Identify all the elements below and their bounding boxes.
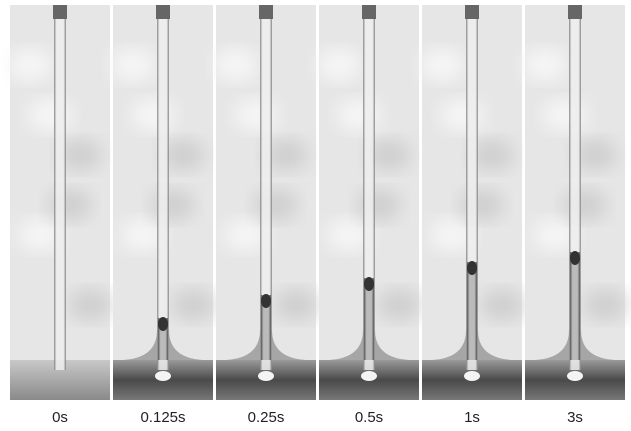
liquid-column bbox=[570, 252, 580, 360]
frame bbox=[8, 5, 112, 400]
liquid-front bbox=[364, 277, 374, 291]
time-label: 0s bbox=[52, 409, 68, 426]
pool-highlight bbox=[361, 371, 377, 381]
background-blotch bbox=[121, 219, 165, 251]
background-blotch bbox=[224, 219, 268, 251]
capillary-tube bbox=[260, 5, 272, 370]
background-blotch bbox=[430, 219, 474, 251]
background-blotch bbox=[161, 139, 205, 171]
pool-highlight bbox=[258, 371, 274, 381]
time-label: 3s bbox=[567, 409, 583, 426]
background-blotch bbox=[470, 139, 514, 171]
tube-cap bbox=[156, 5, 170, 19]
background-blotch bbox=[573, 139, 617, 171]
background-blotch bbox=[317, 49, 361, 81]
background-blotch bbox=[171, 289, 215, 321]
background-blotch bbox=[533, 219, 577, 251]
liquid-column bbox=[364, 278, 374, 360]
frame bbox=[317, 5, 421, 400]
tube-cap bbox=[465, 5, 479, 19]
pool-highlight bbox=[567, 371, 583, 381]
time-label: 0.25s bbox=[248, 409, 285, 426]
background-blotch bbox=[377, 289, 421, 321]
liquid-column bbox=[467, 262, 477, 360]
background-blotch bbox=[214, 49, 258, 81]
time-label: 0.125s bbox=[140, 409, 185, 426]
capillary-tube bbox=[157, 5, 169, 370]
liquid-column bbox=[261, 295, 271, 360]
pool-highlight bbox=[464, 371, 480, 381]
tube-cap bbox=[362, 5, 376, 19]
tube-cap bbox=[568, 5, 582, 19]
liquid-front bbox=[261, 294, 271, 308]
frame bbox=[111, 5, 215, 400]
background-blotch bbox=[111, 49, 155, 81]
background-blotch bbox=[68, 289, 112, 321]
pool-highlight bbox=[155, 371, 171, 381]
tube-cap bbox=[259, 5, 273, 19]
time-label: 0.5s bbox=[355, 409, 383, 426]
tube-cap bbox=[53, 5, 67, 19]
background-blotch bbox=[274, 289, 318, 321]
background-blotch bbox=[18, 219, 62, 251]
background-blotch bbox=[420, 49, 464, 81]
liquid-front bbox=[570, 251, 580, 265]
frame bbox=[214, 5, 318, 400]
frame bbox=[523, 5, 627, 400]
time-label: 1s bbox=[464, 409, 480, 426]
background-blotch bbox=[264, 139, 308, 171]
background-blotch bbox=[523, 49, 567, 81]
background-blotch bbox=[480, 289, 524, 321]
background-blotch bbox=[8, 49, 52, 81]
liquid-column bbox=[158, 318, 168, 360]
background-blotch bbox=[367, 139, 411, 171]
liquid-front bbox=[158, 317, 168, 331]
liquid-front bbox=[467, 261, 477, 275]
background-blotch bbox=[583, 289, 627, 321]
capillary-tube bbox=[54, 5, 66, 370]
background-blotch bbox=[327, 219, 371, 251]
background-blotch bbox=[58, 139, 102, 171]
frame bbox=[420, 5, 524, 400]
